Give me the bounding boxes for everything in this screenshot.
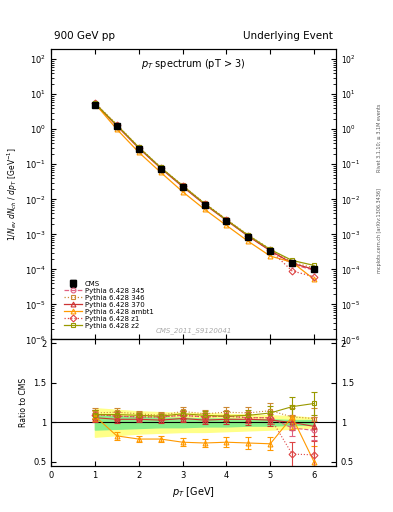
Pythia 6.428 z1 — [290, 268, 294, 274]
Pythia 6.428 370 — [246, 233, 251, 240]
Pythia 6.428 z2 — [93, 100, 97, 106]
Pythia 6.428 z1 — [202, 201, 207, 207]
Pythia 6.428 346 — [224, 216, 229, 222]
Pythia 6.428 z2 — [114, 122, 119, 128]
Pythia 6.428 345 — [246, 233, 251, 239]
Pythia 6.428 z1 — [158, 165, 163, 171]
Pythia 6.428 370 — [268, 248, 273, 254]
Pythia 6.428 z1 — [180, 183, 185, 189]
Text: Rivet 3.1.10; ≥ 3.1M events: Rivet 3.1.10; ≥ 3.1M events — [377, 104, 382, 173]
Pythia 6.428 ambt1 — [93, 100, 97, 106]
Pythia 6.428 370 — [224, 218, 229, 224]
Line: Pythia 6.428 345: Pythia 6.428 345 — [92, 101, 316, 272]
Pythia 6.428 z1 — [268, 247, 273, 253]
Pythia 6.428 346 — [136, 144, 141, 150]
Line: Pythia 6.428 z1: Pythia 6.428 z1 — [92, 101, 316, 279]
Pythia 6.428 346 — [312, 265, 316, 271]
Line: Pythia 6.428 370: Pythia 6.428 370 — [92, 101, 316, 272]
Pythia 6.428 345 — [180, 183, 185, 189]
Pythia 6.428 345 — [312, 267, 316, 273]
Pythia 6.428 z2 — [180, 183, 185, 189]
Pythia 6.428 z1 — [114, 122, 119, 129]
Text: $p_T$ spectrum (pT > 3): $p_T$ spectrum (pT > 3) — [141, 57, 246, 71]
Y-axis label: Ratio to CMS: Ratio to CMS — [18, 378, 28, 427]
Pythia 6.428 345 — [224, 217, 229, 223]
Text: Underlying Event: Underlying Event — [243, 31, 333, 41]
Pythia 6.428 ambt1 — [246, 238, 251, 244]
Pythia 6.428 345 — [93, 100, 97, 106]
Y-axis label: $1/N_{ev}\ dN_{ch}\ /\ dp_T\ [\mathrm{GeV}^{-1}]$: $1/N_{ev}\ dN_{ch}\ /\ dp_T\ [\mathrm{Ge… — [5, 147, 20, 241]
Pythia 6.428 370 — [114, 123, 119, 129]
Pythia 6.428 ambt1 — [114, 126, 119, 132]
Pythia 6.428 z1 — [93, 100, 97, 106]
Pythia 6.428 346 — [180, 182, 185, 188]
Pythia 6.428 z1 — [312, 273, 316, 280]
Pythia 6.428 345 — [268, 247, 273, 253]
Pythia 6.428 346 — [114, 122, 119, 128]
Pythia 6.428 ambt1 — [290, 259, 294, 265]
Pythia 6.428 345 — [158, 165, 163, 171]
Pythia 6.428 ambt1 — [202, 206, 207, 212]
Pythia 6.428 ambt1 — [312, 276, 316, 283]
Pythia 6.428 345 — [202, 201, 207, 207]
Pythia 6.428 346 — [268, 246, 273, 252]
Pythia 6.428 ambt1 — [224, 222, 229, 228]
Pythia 6.428 z2 — [290, 258, 294, 264]
Pythia 6.428 z2 — [136, 144, 141, 151]
Pythia 6.428 ambt1 — [136, 149, 141, 155]
Pythia 6.428 ambt1 — [268, 253, 273, 259]
Legend: CMS, Pythia 6.428 345, Pythia 6.428 346, Pythia 6.428 370, Pythia 6.428 ambt1, P: CMS, Pythia 6.428 345, Pythia 6.428 346,… — [63, 279, 155, 330]
Line: Pythia 6.428 346: Pythia 6.428 346 — [92, 101, 316, 270]
Pythia 6.428 z2 — [202, 200, 207, 206]
Pythia 6.428 370 — [290, 260, 294, 266]
X-axis label: $p_T$ [GeV]: $p_T$ [GeV] — [172, 485, 215, 499]
Pythia 6.428 345 — [114, 122, 119, 129]
Text: mcplots.cern.ch [arXiv:1306.3436]: mcplots.cern.ch [arXiv:1306.3436] — [377, 188, 382, 273]
Pythia 6.428 z2 — [312, 262, 316, 268]
Pythia 6.428 346 — [158, 164, 163, 170]
Pythia 6.428 z1 — [246, 233, 251, 239]
Pythia 6.428 370 — [93, 101, 97, 107]
Line: Pythia 6.428 z2: Pythia 6.428 z2 — [92, 101, 316, 268]
Pythia 6.428 z1 — [224, 217, 229, 223]
Pythia 6.428 370 — [202, 201, 207, 207]
Pythia 6.428 346 — [202, 200, 207, 206]
Pythia 6.428 370 — [158, 165, 163, 172]
Pythia 6.428 346 — [93, 100, 97, 106]
Pythia 6.428 ambt1 — [158, 169, 163, 176]
Pythia 6.428 z2 — [246, 232, 251, 239]
Pythia 6.428 z2 — [268, 246, 273, 252]
Pythia 6.428 345 — [290, 261, 294, 267]
Text: CMS_2011_S9120041: CMS_2011_S9120041 — [155, 327, 232, 334]
Pythia 6.428 z2 — [224, 217, 229, 223]
Pythia 6.428 ambt1 — [180, 188, 185, 195]
Pythia 6.428 346 — [290, 259, 294, 265]
Line: Pythia 6.428 ambt1: Pythia 6.428 ambt1 — [92, 101, 316, 282]
Pythia 6.428 z1 — [136, 144, 141, 151]
Pythia 6.428 370 — [136, 145, 141, 151]
Pythia 6.428 z2 — [158, 164, 163, 170]
Pythia 6.428 370 — [312, 266, 316, 272]
Pythia 6.428 345 — [136, 144, 141, 151]
Pythia 6.428 370 — [180, 184, 185, 190]
Pythia 6.428 346 — [246, 232, 251, 238]
Text: 900 GeV pp: 900 GeV pp — [54, 31, 115, 41]
